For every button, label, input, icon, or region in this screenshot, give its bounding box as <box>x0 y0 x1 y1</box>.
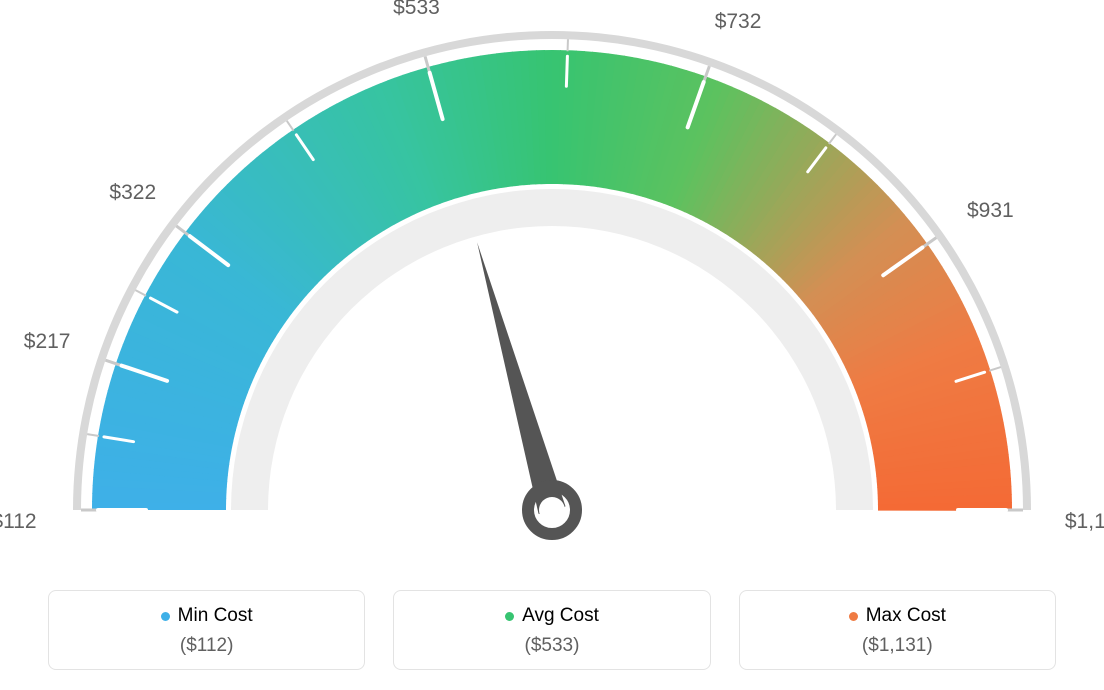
legend-max-label: Max Cost <box>866 605 946 627</box>
gauge-area: $112 $217 $322 $533 $732 $931 $1,131 <box>0 0 1104 560</box>
gauge-svg <box>0 0 1104 560</box>
legend-card-max: Max Cost ($1,131) <box>739 590 1056 670</box>
legend-row: Min Cost ($112) Avg Cost ($533) Max Cost… <box>0 590 1104 670</box>
cost-gauge-chart: $112 $217 $322 $533 $732 $931 $1,131 Min Cost … <box>0 0 1104 690</box>
legend-min-label: Min Cost <box>178 605 253 627</box>
dot-max <box>849 612 858 621</box>
tick-label: $533 <box>393 0 440 20</box>
legend-card-min: Min Cost ($112) <box>48 590 365 670</box>
tick-label: $217 <box>24 330 71 354</box>
legend-max-value: ($1,131) <box>750 635 1045 657</box>
tick-label: $931 <box>967 199 1014 223</box>
legend-card-avg: Avg Cost ($533) <box>393 590 710 670</box>
dot-avg <box>505 612 514 621</box>
legend-avg-label: Avg Cost <box>522 605 599 627</box>
dot-min <box>161 612 170 621</box>
legend-avg-value: ($533) <box>404 635 699 657</box>
tick-label: $1,131 <box>1065 510 1104 534</box>
legend-min-value: ($112) <box>59 635 354 657</box>
tick-label: $112 <box>0 510 37 534</box>
tick-label: $322 <box>109 181 156 205</box>
tick-label: $732 <box>715 10 762 34</box>
